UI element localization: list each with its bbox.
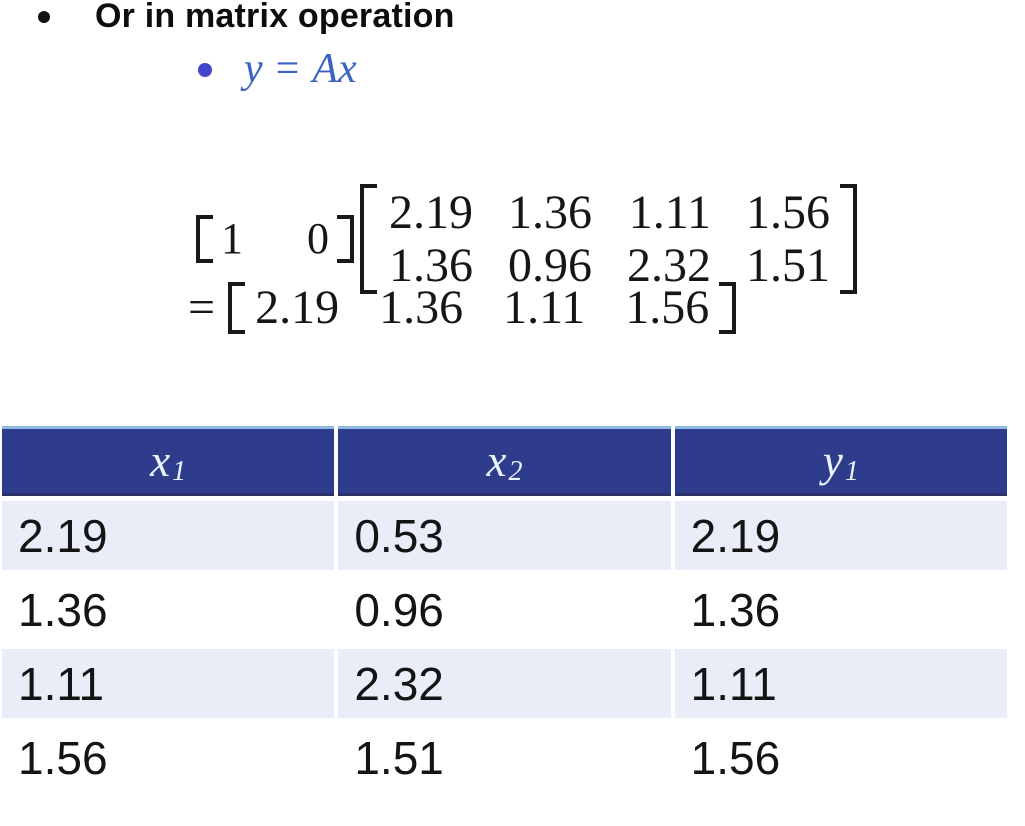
row-vector: 1 0 <box>196 215 354 263</box>
table-cell: 1.36 <box>2 575 335 644</box>
result-value: 1.11 <box>503 281 586 334</box>
result-value: 1.36 <box>379 281 464 334</box>
table-cell: 1.56 <box>674 723 1007 792</box>
bracket-left-icon <box>196 215 213 263</box>
sub-bullet-dot-icon <box>198 63 212 77</box>
bracket-right-icon <box>840 184 857 294</box>
table-cell: 2.19 <box>2 501 335 570</box>
matrix-cell: 1.11 <box>628 186 711 239</box>
bullet-main-text: Or in matrix operation <box>95 0 455 35</box>
row-vector-values: 1 0 <box>213 215 337 263</box>
equation-line-1: 1 0 2.19 1.36 1.11 1.56 1.36 0.96 2.32 1… <box>196 184 857 294</box>
bullet-item-sub: y = Ax <box>198 44 357 94</box>
result-values: 2.19 1.36 1.11 1.56 <box>245 282 719 334</box>
bullet-item-main: Or in matrix operation <box>38 0 455 37</box>
result-value: 1.56 <box>625 281 710 334</box>
table-cell: 2.32 <box>338 649 671 718</box>
table-cell: 1.11 <box>2 649 335 718</box>
table-cell: 1.56 <box>2 723 335 792</box>
bullet-dot-icon <box>38 11 50 23</box>
header-base: x <box>486 436 507 486</box>
bracket-left-icon <box>228 282 246 334</box>
matrix-equation: 1 0 2.19 1.36 1.11 1.56 1.36 0.96 2.32 1… <box>188 184 857 334</box>
header-subscript: 1 <box>172 456 187 487</box>
matrix-cell: 2.32 <box>627 239 711 292</box>
bracket-right-icon <box>719 282 737 334</box>
equals-sign: = <box>275 46 300 92</box>
bracket-right-icon <box>337 215 354 263</box>
table-cell: 1.51 <box>338 723 671 792</box>
matrix-cell: 2.19 <box>389 186 473 239</box>
header-base: x <box>150 436 171 486</box>
matrix-cell: 0.96 <box>508 239 592 292</box>
table-cell: 0.96 <box>338 575 671 644</box>
table-cell: 0.53 <box>338 501 671 570</box>
row-vector-value: 1 <box>221 214 243 263</box>
header-subscript: 2 <box>508 456 523 487</box>
table-cell: 1.36 <box>674 575 1007 644</box>
formula-lhs: y <box>244 46 263 92</box>
equation-result-line: = 2.19 1.36 1.11 1.56 <box>188 282 857 334</box>
bracket-left-icon <box>360 184 377 294</box>
matrix-cell: 1.51 <box>746 239 830 292</box>
result-value: 2.19 <box>255 281 340 334</box>
matrix-values: 2.19 1.36 1.11 1.56 1.36 0.96 2.32 1.51 <box>377 184 840 294</box>
matrix-cell: 1.36 <box>508 186 592 239</box>
result-vector: 2.19 1.36 1.11 1.56 <box>228 282 737 334</box>
header-base: y <box>822 436 843 486</box>
formula-rhs: Ax <box>312 46 357 92</box>
table-cell: 1.11 <box>674 649 1007 718</box>
matrix: 2.19 1.36 1.11 1.56 1.36 0.96 2.32 1.51 <box>360 184 857 294</box>
header-subscript: 1 <box>844 456 859 487</box>
y-equals-ax-formula: y = Ax <box>244 44 357 94</box>
matrix-cell: 1.56 <box>746 186 830 239</box>
equals-sign: = <box>188 281 216 334</box>
row-vector-value: 0 <box>307 214 329 263</box>
matrix-cell: 1.36 <box>389 239 473 292</box>
table-cell: 2.19 <box>674 501 1007 570</box>
